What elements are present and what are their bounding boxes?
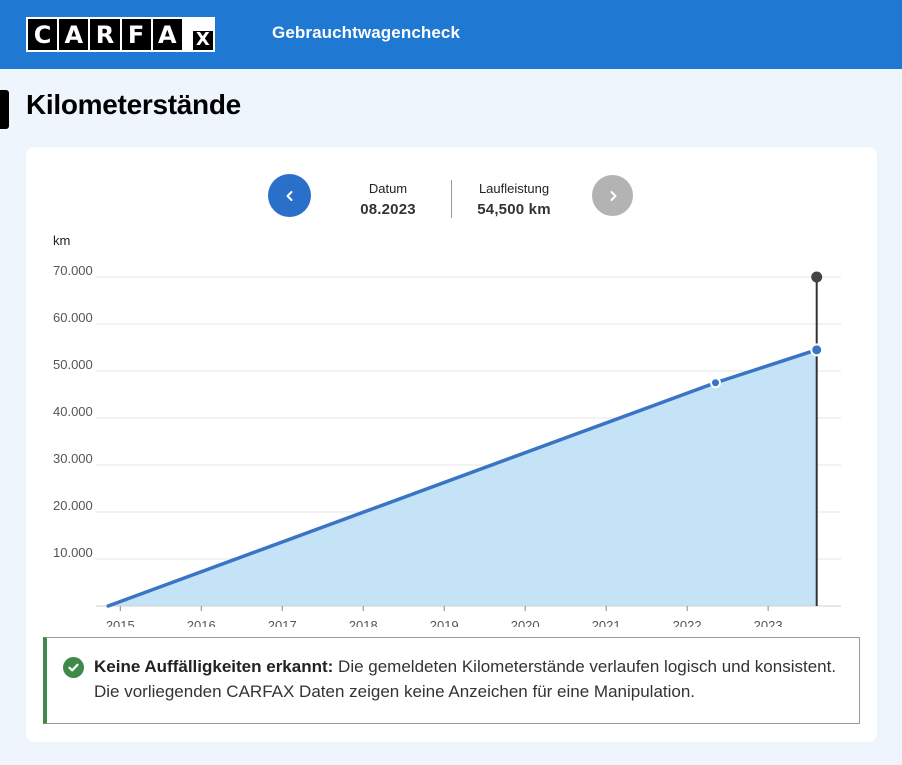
- notice-body: Die gemeldeten Kilometerstände verlaufen…: [94, 657, 837, 701]
- chevron-right-icon: [610, 190, 616, 201]
- section-accent-bar: [0, 90, 9, 129]
- mileage-info: Laufleistung 54,500 km: [466, 181, 562, 218]
- check-circle-icon: [63, 657, 84, 678]
- y-tick-label: 60.000: [53, 310, 93, 325]
- mileage-label: Laufleistung: [478, 181, 550, 196]
- date-label: Datum: [368, 181, 408, 196]
- logo-letter: A: [152, 19, 182, 50]
- logo-letter-box: X: [183, 19, 214, 50]
- info-divider: [451, 180, 452, 218]
- selected-data-point: [810, 343, 824, 357]
- logo-letter: C: [28, 19, 58, 50]
- x-tick-label: 2019: [430, 618, 459, 627]
- mileage-chart: km 70.000 60.000 50.000 40.000 30.000 20.000 10…: [53, 233, 841, 627]
- x-tick-label: 2017: [268, 618, 297, 627]
- y-tick-label: 40.000: [53, 404, 93, 419]
- selection-marker-knob: [811, 271, 823, 283]
- y-tick-label: 50.000: [53, 357, 93, 372]
- chevron-left-icon: [286, 190, 292, 201]
- date-info: Datum 08.2023: [348, 181, 428, 218]
- data-point: [709, 377, 721, 389]
- mileage-card: km 70.000 60.000 50.000 40.000 30.000 20.000 10…: [26, 147, 877, 742]
- logo-letter: R: [90, 19, 120, 50]
- x-tick-label: 2015: [106, 618, 135, 627]
- y-axis-label: km: [53, 233, 70, 248]
- y-tick-label: 30.000: [53, 451, 93, 466]
- x-tick-label: 2022: [673, 618, 702, 627]
- previous-button[interactable]: [268, 174, 311, 217]
- next-button[interactable]: [592, 175, 633, 216]
- carfax-logo[interactable]: C A R F A X: [26, 17, 215, 52]
- y-tick-label: 10.000: [53, 545, 93, 560]
- x-tick-label: 2023: [754, 618, 783, 627]
- x-tick-label: 2018: [349, 618, 378, 627]
- top-navigation-bar: C A R F A X Gebrauchtwagencheck: [0, 0, 902, 69]
- notice-bold: Keine Auffälligkeiten erkannt:: [94, 657, 334, 676]
- date-value: 08.2023: [360, 201, 416, 218]
- page-title: Kilometerstände: [26, 89, 241, 120]
- notice-text: Keine Auffälligkeiten erkannt: Die gemel…: [94, 654, 854, 704]
- x-tick-label: 2021: [592, 618, 621, 627]
- x-tick-label: 2016: [187, 618, 216, 627]
- mileage-value: 54,500 km: [477, 201, 551, 218]
- y-tick-label: 20.000: [53, 498, 93, 513]
- y-tick-label: 70.000: [53, 263, 93, 278]
- logo-letter: A: [59, 19, 89, 50]
- consistency-notice: Keine Auffälligkeiten erkannt: Die gemel…: [43, 637, 860, 724]
- logo-letter: X: [192, 30, 214, 50]
- x-tick-label: 2020: [511, 618, 540, 627]
- header-title[interactable]: Gebrauchtwagencheck: [272, 23, 461, 42]
- logo-letter: F: [121, 19, 151, 50]
- logo-letters: C A R F A X: [28, 19, 214, 50]
